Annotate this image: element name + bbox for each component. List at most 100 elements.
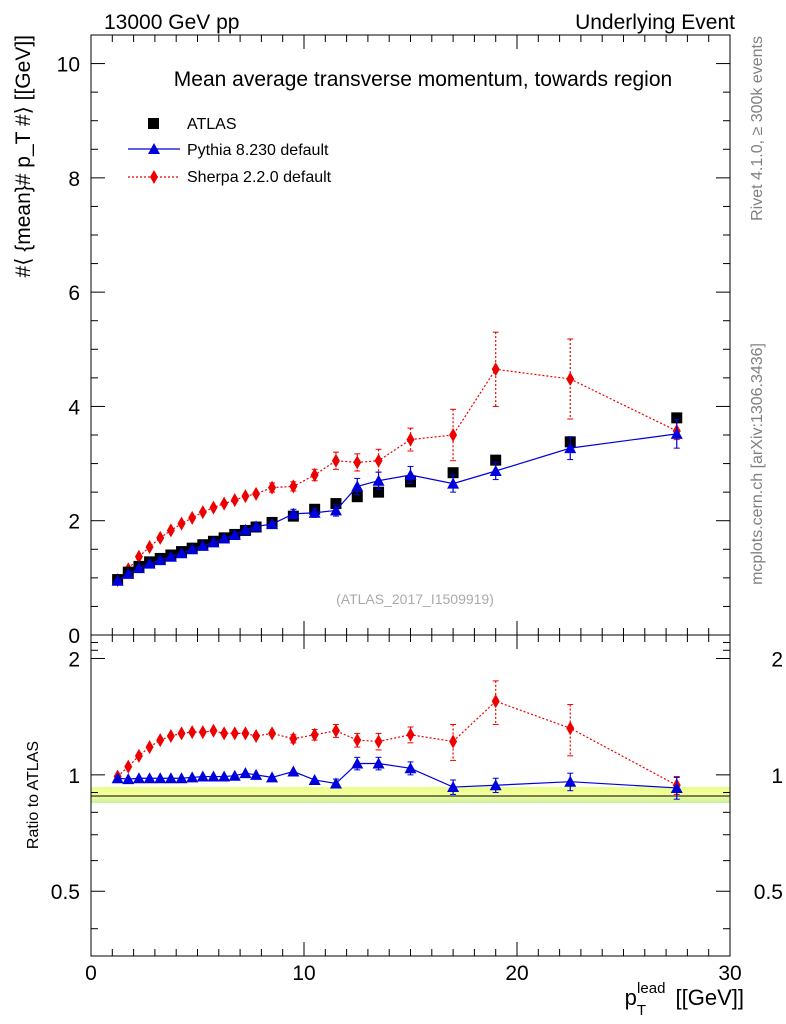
main-sherpa-marker: [156, 530, 165, 545]
ratio-sherpa-marker: [145, 740, 154, 755]
main-sherpa-marker: [566, 372, 575, 386]
ratio-sherpa-marker: [177, 726, 186, 741]
ratio-pythia-marker: [154, 772, 167, 784]
main-pythia-marker: [132, 562, 145, 574]
main-y-tick-label: 2: [68, 511, 80, 534]
ratio-pythia-marker: [564, 775, 577, 787]
ratio-band: [91, 787, 730, 803]
main-sherpa-marker: [145, 540, 154, 554]
ratio-pythia-marker: [447, 781, 460, 793]
main-sherpa-marker: [331, 453, 340, 468]
ratio-pythia-marker: [218, 770, 231, 782]
ratio-y-tick-label-left: 0.5: [51, 881, 80, 904]
header-left: 13000 GeV pp: [104, 11, 239, 34]
ratio-sherpa-marker: [252, 729, 261, 744]
ratio-y-tick-label-right: 0.5: [754, 881, 783, 904]
ratio-sherpa-marker: [241, 726, 250, 741]
main-sherpa-marker: [289, 479, 298, 494]
ratio-sherpa-marker: [374, 734, 383, 749]
side-text-top: Rivet 4.1.0, ≥ 300k events: [749, 36, 766, 221]
x-axis-label: pTlead [[GeV]]: [625, 980, 744, 1019]
main-sherpa-marker: [198, 505, 207, 520]
main-sherpa-marker: [209, 500, 218, 515]
main-sherpa-marker: [491, 362, 500, 377]
main-pythia-marker: [122, 567, 135, 579]
main-sherpa-marker: [449, 428, 458, 442]
ratio-sherpa-marker: [289, 731, 298, 746]
ratio-pythia-marker: [404, 762, 417, 774]
ratio-pythia-marker: [207, 770, 220, 782]
main-sherpa-marker: [188, 510, 197, 525]
ratio-sherpa-marker: [331, 723, 340, 738]
ratio-pythia-marker: [132, 772, 145, 784]
ratio-pythia-marker: [266, 771, 279, 783]
main-data-layer: [111, 331, 683, 588]
main-pythia-marker: [372, 474, 385, 486]
main-sherpa-marker: [177, 516, 186, 531]
ratio-pythia-marker: [228, 769, 241, 781]
ratio-sherpa-marker: [449, 734, 458, 749]
main-pythia-marker: [308, 506, 321, 518]
ratio-pythia-marker: [186, 771, 199, 783]
header-right: Underlying Event: [575, 11, 735, 34]
ratio-sherpa-marker: [198, 725, 207, 740]
side-text-bottom: mcplots.cern.ch [arXiv:1306.3436]: [749, 343, 766, 585]
main-pythia-marker: [250, 520, 263, 532]
main-sherpa-marker: [406, 432, 415, 447]
ratio-sherpa-marker: [566, 721, 575, 736]
legend-label-sherpa: Sherpa 2.2.0 default: [187, 169, 332, 186]
main-pythia-marker: [218, 532, 231, 544]
main-pythia-marker: [143, 557, 156, 569]
ratio-y-tick-label-left: 1: [68, 765, 80, 788]
main-pythia-marker: [239, 523, 252, 535]
main-sherpa-marker: [310, 468, 319, 482]
main-atlas-marker: [447, 467, 459, 479]
legend: ATLAS Pythia 8.230 default Sherpa 2.2.0 …: [128, 116, 332, 186]
ratio-y-tick-label-right: 1: [771, 765, 783, 788]
ratio-x-tick-label: 10: [292, 962, 315, 985]
main-y-tick-label: 0: [68, 625, 80, 648]
ratio-pythia-marker: [196, 770, 209, 782]
main-title: Mean average transverse momentum, toward…: [174, 68, 672, 91]
main-sherpa-marker: [134, 549, 143, 564]
x-axis-label-sup: lead: [637, 980, 665, 997]
ratio-data-layer: [111, 680, 683, 800]
ratio-sherpa-marker: [268, 726, 277, 741]
main-atlas-marker: [351, 491, 363, 503]
legend-marker-pythia: [148, 143, 160, 154]
main-pythia-marker: [447, 477, 460, 489]
ratio-sherpa-marker: [188, 725, 197, 740]
main-axis-ticks: 0 2 4 6 8 10: [57, 35, 731, 648]
main-sherpa-marker: [252, 486, 261, 501]
ratio-x-tick-label: 0: [85, 962, 97, 985]
main-y-tick-label: 4: [68, 396, 80, 419]
main-pythia-marker: [207, 536, 220, 548]
main-y-axis-label: #⟨ {mean}# p_T #⟩ [[GeV]]: [12, 35, 35, 277]
ratio-sherpa-marker: [353, 733, 362, 748]
ratio-sherpa-marker: [134, 748, 143, 763]
main-y-tick-label: 8: [68, 168, 80, 191]
main-sherpa-marker: [241, 489, 250, 504]
main-atlas-marker: [330, 498, 342, 510]
main-sherpa-marker: [353, 455, 362, 470]
main-pythia-line: [117, 433, 677, 582]
ratio-pythia-marker: [670, 781, 683, 793]
main-pythia-marker: [186, 543, 199, 555]
main-sherpa-marker: [166, 523, 175, 538]
legend-marker-sherpa: [150, 170, 158, 184]
main-pythia-marker: [111, 574, 124, 586]
main-y-tick-label: 6: [68, 282, 80, 305]
main-sherpa-marker: [268, 480, 277, 495]
main-pythia-marker: [489, 465, 502, 476]
ratio-pythia-marker: [351, 757, 364, 769]
main-atlas-marker: [490, 454, 502, 466]
x-axis-label-p: p: [625, 985, 637, 1010]
watermark: (ATLAS_2017_I1509919): [336, 591, 494, 607]
main-atlas-marker: [671, 412, 683, 424]
ratio-sherpa-line: [117, 700, 678, 786]
main-pythia-marker: [164, 550, 177, 562]
main-pythia-marker: [287, 507, 300, 519]
